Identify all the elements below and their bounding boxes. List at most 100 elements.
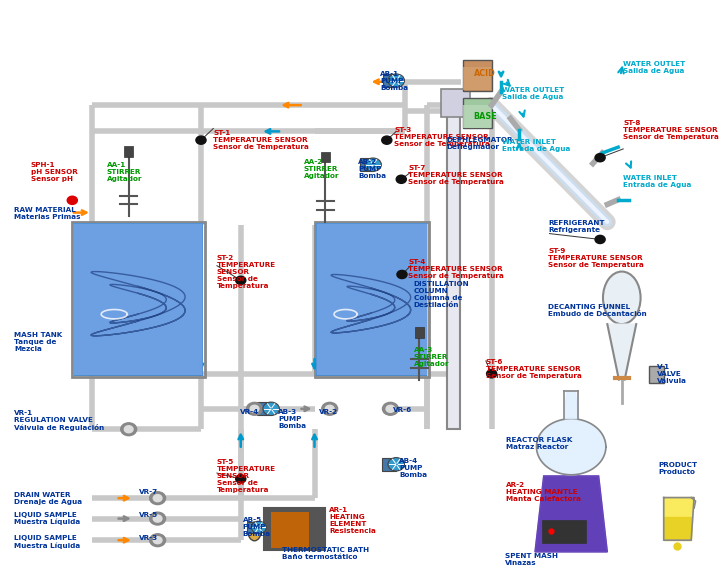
Bar [124, 146, 133, 157]
Text: AB-3
PUMP
Bomba: AB-3 PUMP Bomba [278, 409, 307, 429]
Bar [360, 158, 373, 171]
Circle shape [322, 402, 338, 415]
Circle shape [382, 402, 398, 415]
Text: DISTILLATION
COLUMN
Columna de
Destilación: DISTILLATION COLUMN Columna de Destilaci… [414, 281, 469, 308]
Bar [321, 152, 330, 162]
Text: RAW MATERIAL
Materias Primas: RAW MATERIAL Materias Primas [14, 207, 81, 220]
Bar [74, 224, 202, 375]
Text: ST-4
TEMPERATURE SENSOR
Sensor de Temperatura: ST-4 TEMPERATURE SENSOR Sensor de Temper… [408, 259, 505, 279]
Polygon shape [664, 498, 694, 540]
Text: ACID: ACID [474, 68, 495, 78]
Circle shape [150, 512, 166, 525]
Text: VR-5: VR-5 [139, 512, 158, 518]
Text: AR-1
HEATING
ELEMENT
Resistencia: AR-1 HEATING ELEMENT Resistencia [329, 507, 376, 534]
Text: LIQUID SAMPLE
Muestra Líquida: LIQUID SAMPLE Muestra Líquida [14, 512, 81, 526]
Bar [649, 366, 664, 383]
Bar [74, 224, 202, 376]
Text: THERMOSTATIC BATH
Baño termostático: THERMOSTATIC BATH Baño termostático [282, 547, 369, 560]
Text: AR-2
HEATING MANTLE
Manta Calefactora: AR-2 HEATING MANTLE Manta Calefactora [506, 482, 581, 502]
Bar [74, 223, 203, 376]
Circle shape [595, 154, 605, 162]
Circle shape [382, 136, 392, 144]
Circle shape [595, 235, 605, 244]
Text: REFRIGERANT
Refrigerante: REFRIGERANT Refrigerante [548, 220, 604, 233]
Bar [257, 402, 271, 415]
Text: VR-3: VR-3 [139, 536, 158, 541]
Circle shape [396, 175, 406, 183]
Bar [271, 512, 309, 548]
Bar [72, 222, 205, 377]
Text: ST-6
TEMPERATURE SENSOR
Sensor de Temperatura: ST-6 TEMPERATURE SENSOR Sensor de Temper… [486, 359, 582, 379]
Circle shape [263, 402, 279, 415]
Text: VR-7: VR-7 [139, 489, 158, 495]
Bar [264, 508, 325, 550]
Polygon shape [536, 419, 606, 475]
Bar [463, 60, 492, 91]
Bar [247, 522, 259, 533]
Text: ST-3
TEMPERATURE SENSOR
Sensor de Temperatura: ST-3 TEMPERATURE SENSOR Sensor de Temper… [394, 127, 490, 147]
Text: VR-4: VR-4 [240, 409, 259, 415]
Bar [415, 327, 424, 338]
Text: DRAIN WATER
Drenaje de Agua: DRAIN WATER Drenaje de Agua [14, 492, 82, 505]
Text: DECANTING FUNNEL
Embudo de Decantación: DECANTING FUNNEL Embudo de Decantación [548, 304, 647, 317]
Text: AA-3
STIRRER
Agitador: AA-3 STIRRER Agitador [414, 347, 449, 367]
Bar [316, 223, 427, 376]
Circle shape [325, 405, 334, 412]
Bar [463, 67, 491, 90]
Text: VR-2: VR-2 [320, 409, 338, 415]
Circle shape [236, 475, 246, 483]
Text: V-1
VALVE
Válvula: V-1 VALVE Válvula [656, 364, 686, 384]
Text: WATER OUTLET
Salida de Agua: WATER OUTLET Salida de Agua [623, 61, 685, 74]
Circle shape [150, 492, 166, 505]
Circle shape [388, 74, 404, 87]
Text: AA-2
STIRRER
Agitador: AA-2 STIRRER Agitador [304, 159, 340, 179]
Circle shape [196, 136, 206, 144]
Circle shape [365, 158, 381, 171]
Circle shape [121, 423, 137, 436]
Text: ST-1
TEMPERATURE SENSOR
Sensor de Temperatura: ST-1 TEMPERATURE SENSOR Sensor de Temper… [213, 130, 309, 150]
Polygon shape [664, 517, 691, 540]
Text: WATER OUTLET
Salida de Agua: WATER OUTLET Salida de Agua [502, 87, 564, 100]
Text: VR-6: VR-6 [393, 407, 412, 413]
Text: REACTOR FLASK
Matraz Reactor: REACTOR FLASK Matraz Reactor [506, 437, 573, 450]
Text: SPENT MASH
Vinazas: SPENT MASH Vinazas [505, 553, 558, 566]
Text: SPH-1
pH SENSOR
Sensor pH: SPH-1 pH SENSOR Sensor pH [31, 162, 77, 182]
Bar [447, 105, 460, 429]
Bar [542, 520, 586, 543]
Text: LIQUID SAMPLE
Muestra Líquida: LIQUID SAMPLE Muestra Líquida [14, 535, 81, 549]
Text: AB-4
PUMP
Bomba: AB-4 PUMP Bomba [399, 458, 427, 478]
Circle shape [236, 276, 246, 284]
Circle shape [388, 458, 404, 471]
Circle shape [386, 405, 395, 412]
Text: DEPHLEGMATOR
Deflegmador: DEPHLEGMATOR Deflegmador [447, 137, 513, 150]
Circle shape [153, 537, 162, 544]
Text: WATER INLET
Entrada de Agua: WATER INLET Entrada de Agua [623, 175, 692, 187]
Text: AB-1
PUMP
Bomba: AB-1 PUMP Bomba [380, 71, 408, 91]
Text: ST-9
TEMPERATURE SENSOR
Sensor de Temperatura: ST-9 TEMPERATURE SENSOR Sensor de Temper… [548, 248, 644, 268]
Text: BASE: BASE [474, 112, 497, 121]
Text: AA-1
STIRRER
Agitador: AA-1 STIRRER Agitador [106, 162, 142, 182]
Bar [317, 224, 427, 375]
Bar [463, 105, 491, 128]
Circle shape [397, 270, 407, 279]
Text: VR-1
REGULATION VALVE
Válvula de Regulación: VR-1 REGULATION VALVE Válvula de Regulac… [14, 410, 105, 431]
Bar [382, 458, 396, 471]
Circle shape [124, 426, 133, 433]
Circle shape [153, 495, 162, 502]
Ellipse shape [603, 272, 641, 324]
Bar [383, 74, 396, 87]
Circle shape [252, 522, 266, 533]
Polygon shape [535, 476, 607, 552]
Polygon shape [607, 324, 636, 380]
Text: AB-5
PUMP
Bomba: AB-5 PUMP Bomba [243, 517, 270, 537]
Polygon shape [535, 476, 607, 552]
Polygon shape [564, 391, 578, 419]
Text: WATER INLET
Entrada de Agua: WATER INLET Entrada de Agua [502, 140, 570, 152]
Bar [315, 222, 429, 377]
Ellipse shape [248, 522, 261, 541]
Circle shape [150, 534, 166, 547]
Circle shape [250, 405, 259, 412]
Text: ST-7
TEMPERATURE SENSOR
Sensor de Temperatura: ST-7 TEMPERATURE SENSOR Sensor de Temper… [408, 165, 505, 185]
Circle shape [487, 370, 497, 378]
Bar [317, 224, 427, 376]
